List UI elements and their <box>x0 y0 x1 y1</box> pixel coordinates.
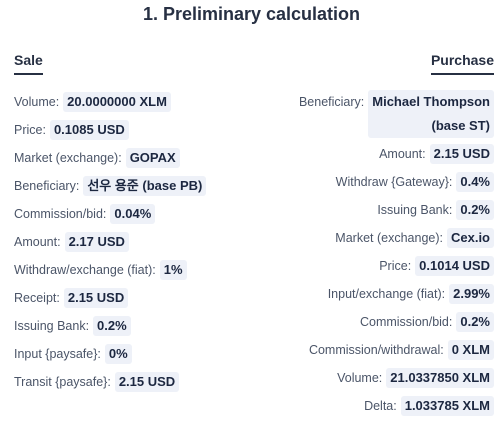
sale-row-transit-paysafe: Transit {paysafe}: 2.15 USD <box>14 372 180 392</box>
purchase-input-exchange-value: 2.99% <box>449 284 494 304</box>
purchase-delta-label: Delta: <box>364 399 397 413</box>
sale-volume-label: Volume: <box>14 95 60 109</box>
purchase-issuing-bank-value: 0.2% <box>456 200 494 220</box>
sale-row-beneficiary: Beneficiary: 선우 용준 (base PB) <box>14 176 207 196</box>
purchase-market-value: Cex.io <box>446 228 494 248</box>
sale-row-issuing-bank: Issuing Bank: 0.2% <box>14 316 131 336</box>
sale-commission-bid-value: 0.04% <box>110 204 156 224</box>
sale-issuing-bank-label: Issuing Bank: <box>14 319 90 333</box>
sale-withdraw-exchange-value: 1% <box>159 260 187 280</box>
purchase-price-label: Price: <box>379 259 412 273</box>
page-title: 1. Preliminary calculation <box>142 4 361 24</box>
purchase-delta-value: 1.033785 XLM <box>400 396 494 416</box>
purchase-row-beneficiary: Beneficiary: Michael Thompson (base ST) <box>299 90 494 138</box>
sale-row-input-paysafe: Input {paysafe}: 0% <box>14 344 132 364</box>
sale-market-value: GOPAX <box>125 148 180 168</box>
purchase-volume-label: Volume: <box>337 371 383 385</box>
sale-transit-paysafe-value: 2.15 USD <box>114 372 180 392</box>
sale-price-label: Price: <box>14 123 46 137</box>
purchase-row-commission-bid: Commission/bid: 0.2% <box>360 312 494 332</box>
sale-header: Sale <box>14 52 43 75</box>
purchase-row-withdraw-gateway: Withdraw {Gateway}: 0.4% <box>336 172 494 192</box>
purchase-withdraw-gateway-label: Withdraw {Gateway}: <box>335 175 453 189</box>
sale-row-commission-bid: Commission/bid: 0.04% <box>14 204 156 224</box>
purchase-price-value: 0.1014 USD <box>415 256 494 276</box>
sale-row-volume: Volume: 20.0000000 XLM <box>14 92 171 112</box>
purchase-volume-value: 21.0337850 XLM <box>386 368 494 388</box>
purchase-row-price: Price: 0.1014 USD <box>379 256 494 276</box>
purchase-commission-bid-value: 0.2% <box>456 312 494 332</box>
sale-receipt-value: 2.15 USD <box>63 288 129 308</box>
purchase-withdraw-gateway-value: 0.4% <box>456 172 494 192</box>
purchase-row-input-exchange: Input/exchange (fiat): 2.99% <box>328 284 494 304</box>
purchase-beneficiary-name: Michael Thompson <box>372 94 490 109</box>
purchase-row-amount: Amount: 2.15 USD <box>379 144 494 164</box>
sale-transit-paysafe-label: Transit {paysafe}: <box>14 375 111 389</box>
purchase-input-exchange-label: Input/exchange (fiat): <box>327 287 446 301</box>
sale-market-label: Market (exchange): <box>14 151 122 165</box>
sale-amount-value: 2.17 USD <box>64 232 129 252</box>
purchase-row-commission-withdrawal: Commission/withdrawal: 0 XLM <box>309 340 494 360</box>
sale-volume-value: 20.0000000 XLM <box>63 92 171 112</box>
sale-input-paysafe-value: 0% <box>104 344 132 364</box>
purchase-commission-withdrawal-label: Commission/withdrawal: <box>308 343 444 357</box>
purchase-commission-bid-label: Commission/bid: <box>359 315 453 329</box>
purchase-amount-value: 2.15 USD <box>429 144 494 164</box>
purchase-header: Purchase <box>430 52 494 75</box>
sale-row-amount: Amount: 2.17 USD <box>14 232 129 252</box>
sale-commission-bid-label: Commission/bid: <box>14 207 107 221</box>
purchase-row-market: Market (exchange): Cex.io <box>335 228 494 248</box>
sale-input-paysafe-label: Input {paysafe}: <box>14 347 101 361</box>
sale-beneficiary-value: 선우 용준 (base PB) <box>83 176 207 196</box>
purchase-market-label: Market (exchange): <box>335 231 443 245</box>
purchase-issuing-bank-label: Issuing Bank: <box>377 203 453 217</box>
sale-issuing-bank-value: 0.2% <box>93 316 131 336</box>
purchase-commission-withdrawal-value: 0 XLM <box>447 340 494 360</box>
sale-beneficiary-label: Beneficiary: <box>14 179 80 193</box>
purchase-beneficiary-base: (base ST) <box>431 118 490 133</box>
purchase-row-delta: Delta: 1.033785 XLM <box>364 396 494 416</box>
purchase-row-issuing-bank: Issuing Bank: 0.2% <box>377 200 494 220</box>
purchase-amount-label: Amount: <box>379 147 426 161</box>
sale-row-withdraw-exchange: Withdraw/exchange (fiat): 1% <box>14 260 187 280</box>
sale-row-receipt: Receipt: 2.15 USD <box>14 288 129 308</box>
sale-row-price: Price: 0.1085 USD <box>14 120 129 140</box>
sale-receipt-label: Receipt: <box>14 291 60 305</box>
purchase-row-volume: Volume: 21.0337850 XLM <box>337 368 494 388</box>
sale-amount-label: Amount: <box>14 235 61 249</box>
sale-withdraw-exchange-label: Withdraw/exchange (fiat): <box>14 263 156 277</box>
purchase-beneficiary-label: Beneficiary: <box>298 95 365 109</box>
sale-row-market: Market (exchange): GOPAX <box>14 148 180 168</box>
purchase-beneficiary-value: Michael Thompson (base ST) <box>368 90 494 138</box>
sale-price-value: 0.1085 USD <box>49 120 129 140</box>
